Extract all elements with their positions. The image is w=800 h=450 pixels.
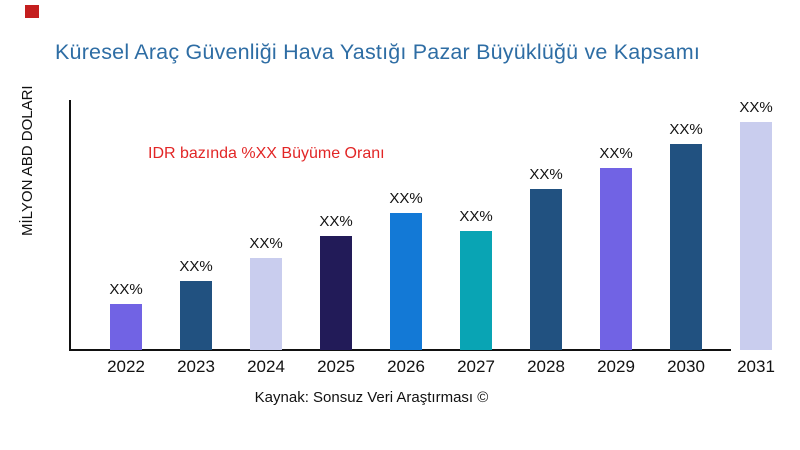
x-tick-label-2023: 2023 (177, 357, 215, 376)
bar-value-label-2027: XX% (459, 208, 493, 225)
brand-square-mark (25, 5, 39, 18)
x-tick-label-2030: 2030 (667, 357, 705, 376)
x-tick-label-2026: 2026 (387, 357, 425, 376)
x-tick-label-2028: 2028 (527, 357, 565, 376)
bar-2024 (250, 258, 282, 350)
bar-2027 (460, 231, 492, 350)
growth-rate-annotation: IDR bazında %XX Büyüme Oranı (148, 145, 385, 162)
bar-2030 (670, 144, 702, 350)
x-axis-line (69, 349, 731, 351)
x-tick-label-2029: 2029 (597, 357, 635, 376)
x-tick-label-2022: 2022 (107, 357, 145, 376)
x-tick-label-2031: 2031 (737, 357, 775, 376)
y-axis-label: MİLYON ABD DOLARI (19, 85, 36, 236)
bar-2022 (110, 304, 142, 350)
bar-value-label-2023: XX% (179, 258, 213, 275)
x-tick-label-2027: 2027 (457, 357, 495, 376)
bar-value-label-2025: XX% (319, 213, 353, 230)
bar-value-label-2024: XX% (249, 235, 283, 252)
bar-value-label-2026: XX% (389, 190, 423, 207)
bar-value-label-2022: XX% (109, 281, 143, 298)
bar-2023 (180, 281, 212, 350)
x-tick-label-2024: 2024 (247, 357, 285, 376)
bar-2026 (390, 213, 422, 350)
source-caption: Kaynak: Sonsuz Veri Araştırması © (254, 389, 489, 406)
bar-2031 (740, 122, 772, 350)
x-tick-label-2025: 2025 (317, 357, 355, 376)
bar-2028 (530, 189, 562, 350)
bar-2029 (600, 168, 632, 350)
bar-value-label-2031: XX% (739, 99, 773, 116)
bar-value-label-2030: XX% (669, 121, 703, 138)
y-axis-line (69, 100, 71, 350)
bar-2025 (320, 236, 352, 350)
chart-title: Küresel Araç Güvenliği Hava Yastığı Paza… (55, 40, 700, 64)
bar-value-label-2029: XX% (599, 145, 633, 162)
bar-value-label-2028: XX% (529, 166, 563, 183)
